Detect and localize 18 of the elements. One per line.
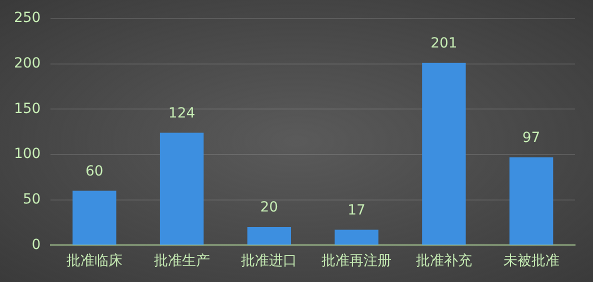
x-tick-label: 批准补充: [416, 253, 472, 270]
y-tick-label: 0: [32, 236, 41, 253]
data-label: 60: [85, 163, 104, 180]
x-tick-label: 批准进口: [241, 253, 298, 270]
data-label: 124: [168, 105, 196, 122]
data-label: 20: [260, 200, 278, 216]
data-label: 17: [348, 202, 366, 218]
y-tick-label: 100: [14, 146, 41, 162]
data-label: 97: [522, 130, 540, 146]
x-tick-label: 批准临床: [66, 253, 122, 270]
y-tick-label: 150: [14, 100, 41, 117]
y-tick-label: 250: [14, 10, 41, 26]
x-tick-label: 未被批准: [503, 253, 560, 270]
x-tick-label: 批准再注册: [322, 253, 392, 270]
data-label: 201: [430, 35, 458, 52]
y-tick-label: 200: [14, 55, 41, 72]
x-tick-label: 批准生产: [154, 253, 210, 270]
y-tick-label: 50: [22, 191, 41, 208]
